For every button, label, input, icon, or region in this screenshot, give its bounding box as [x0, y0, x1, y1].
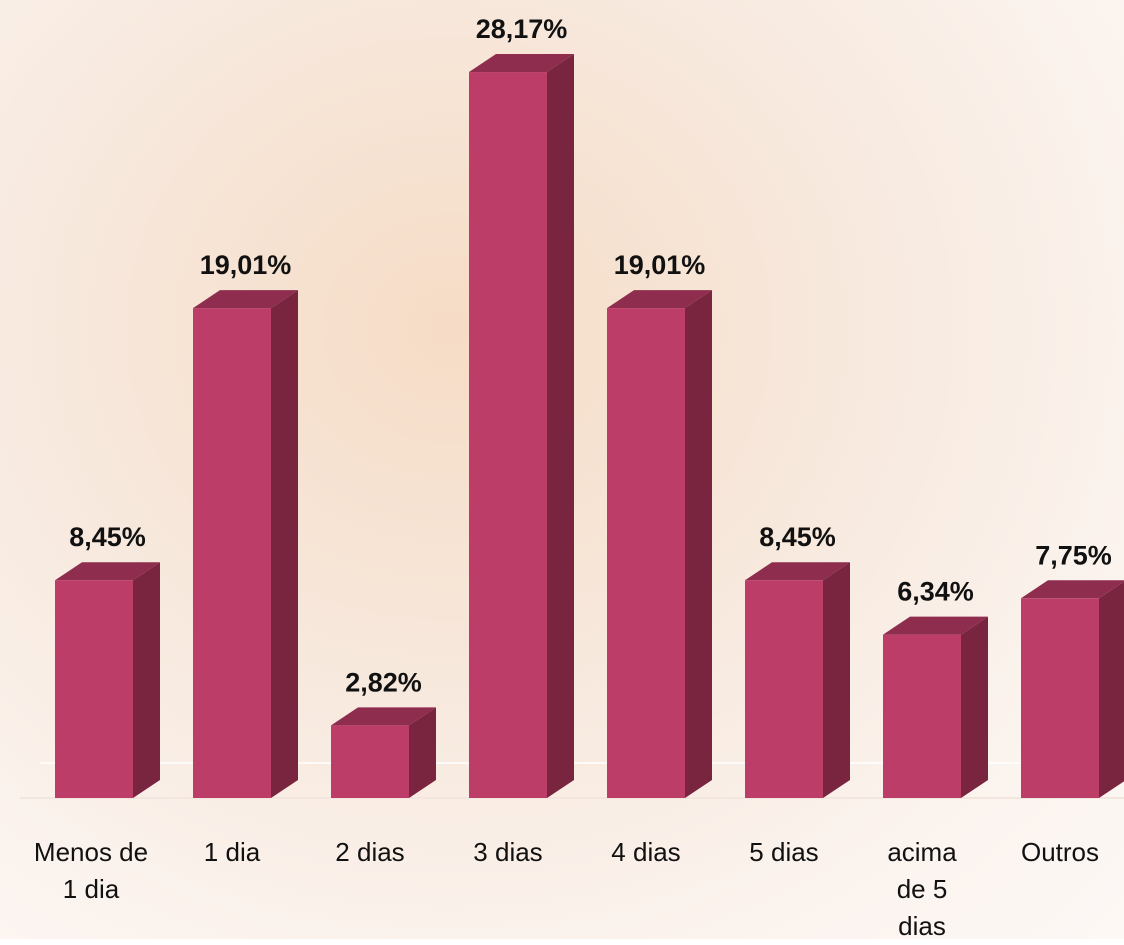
x-tick-label: Menos de 1 dia	[33, 837, 149, 904]
value-label: 7,75%	[1035, 540, 1112, 570]
bar-side	[547, 54, 574, 799]
bar-side	[823, 562, 850, 798]
bar-side	[133, 562, 160, 798]
bar-top	[331, 707, 436, 726]
bar-side	[1099, 581, 1124, 798]
bar	[745, 580, 823, 798]
bar-top	[883, 616, 988, 635]
bar-top	[745, 562, 850, 581]
x-tick-label: 3 dias	[473, 837, 543, 867]
bar-side	[271, 290, 298, 798]
value-label: 19,01%	[614, 250, 706, 280]
x-tick-label: 2 dias	[335, 837, 405, 867]
bar	[55, 580, 133, 798]
bar-top	[193, 290, 298, 309]
value-label: 28,17%	[476, 14, 568, 44]
value-label: 19,01%	[200, 250, 292, 280]
bar	[607, 308, 685, 798]
x-tick-label: Outros	[1020, 837, 1100, 867]
bar	[883, 634, 961, 798]
bar-top	[469, 54, 574, 73]
x-tick-label: 4 dias	[611, 837, 681, 867]
bar-side	[961, 616, 988, 798]
bar	[469, 72, 547, 799]
bar-side	[685, 290, 712, 798]
x-tick-label: acima de 5 dias	[887, 837, 957, 941]
x-tick-label: 1 dia	[203, 837, 261, 867]
bar-top	[607, 290, 712, 309]
bar-side	[409, 707, 436, 798]
value-label: 2,82%	[345, 667, 422, 697]
value-label: 6,34%	[897, 577, 974, 607]
value-label: 8,45%	[69, 522, 146, 552]
bar	[1021, 598, 1099, 798]
bar-top	[55, 562, 160, 581]
bar	[331, 725, 409, 798]
bar	[193, 308, 271, 798]
bar-top	[1021, 580, 1124, 599]
x-tick-label: 5 dias	[749, 837, 819, 867]
value-label: 8,45%	[759, 522, 836, 552]
